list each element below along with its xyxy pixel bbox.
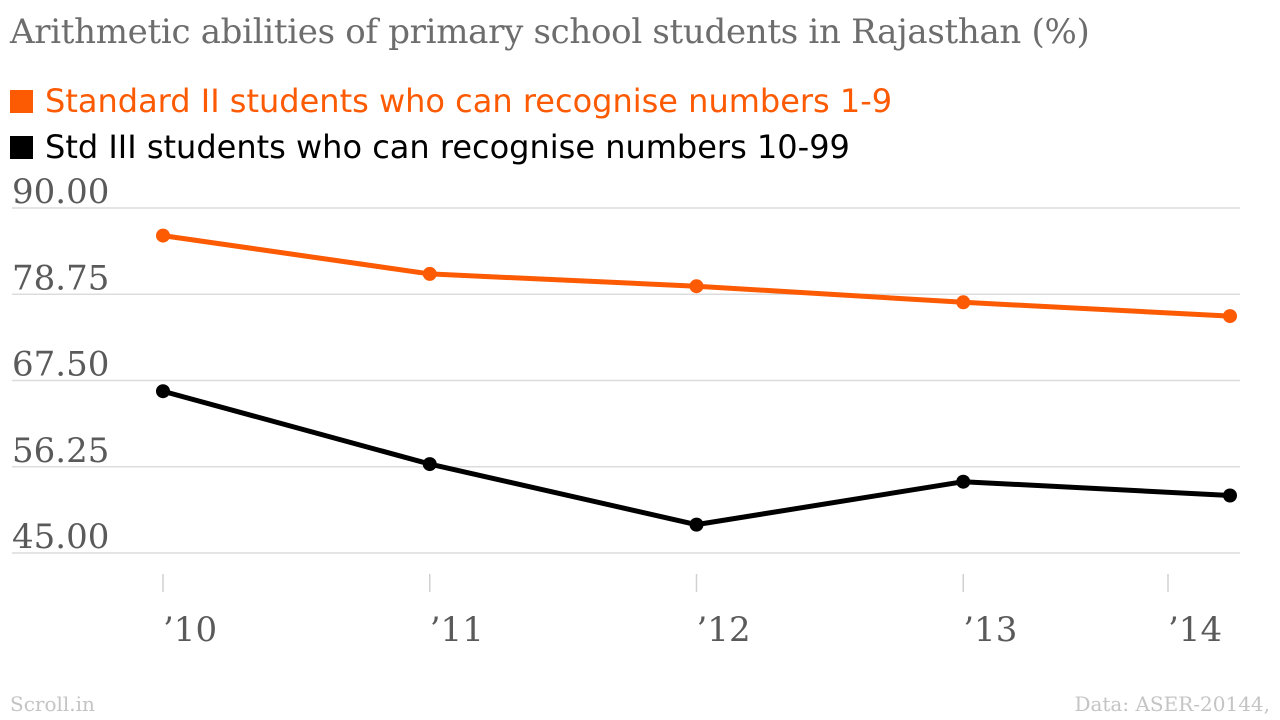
x-tick-label-1: ’11 [430, 610, 484, 650]
legend-item-std3: Std III students who can recognise numbe… [10, 124, 892, 170]
y-tick-label-0: 90.00 [12, 172, 109, 212]
data-point-s1-0 [156, 384, 170, 399]
legend-label-std2: Standard II students who can recognise n… [45, 82, 893, 120]
data-point-s0-3 [956, 295, 971, 310]
x-tick-label-0: ’10 [163, 610, 217, 650]
y-tick-label-4: 45.00 [12, 517, 109, 557]
y-tick-label-2: 67.50 [12, 345, 109, 385]
data-point-s1-4 [1223, 488, 1237, 503]
chart-title: Arithmetic abilities of primary school s… [10, 12, 1090, 52]
x-tick-label-2: ’12 [697, 610, 751, 650]
x-tick-label-3: ’13 [963, 610, 1017, 650]
data-point-s0-4 [1223, 309, 1237, 324]
data-point-s0-0 [156, 228, 170, 243]
data-source: Data: ASER-20144, [1074, 692, 1270, 716]
x-tick-label-4: ’14 [1168, 610, 1222, 650]
data-point-s1-1 [422, 457, 437, 472]
series-line-1 [160, 388, 1233, 528]
legend: Standard II students who can recognise n… [10, 78, 892, 170]
source-credit: Scroll.in [10, 692, 95, 716]
series-line-0 [160, 233, 1233, 319]
legend-swatch-std2 [10, 89, 33, 113]
y-tick-label-3: 56.25 [12, 431, 109, 471]
legend-label-std3: Std III students who can recognise numbe… [45, 128, 850, 166]
data-point-s1-3 [956, 474, 971, 489]
data-point-s1-2 [689, 517, 704, 532]
data-point-s0-2 [689, 279, 704, 294]
y-tick-label-1: 78.75 [12, 258, 109, 298]
legend-swatch-std3 [10, 135, 33, 159]
legend-item-std2: Standard II students who can recognise n… [10, 78, 892, 124]
data-point-s0-1 [422, 266, 437, 281]
